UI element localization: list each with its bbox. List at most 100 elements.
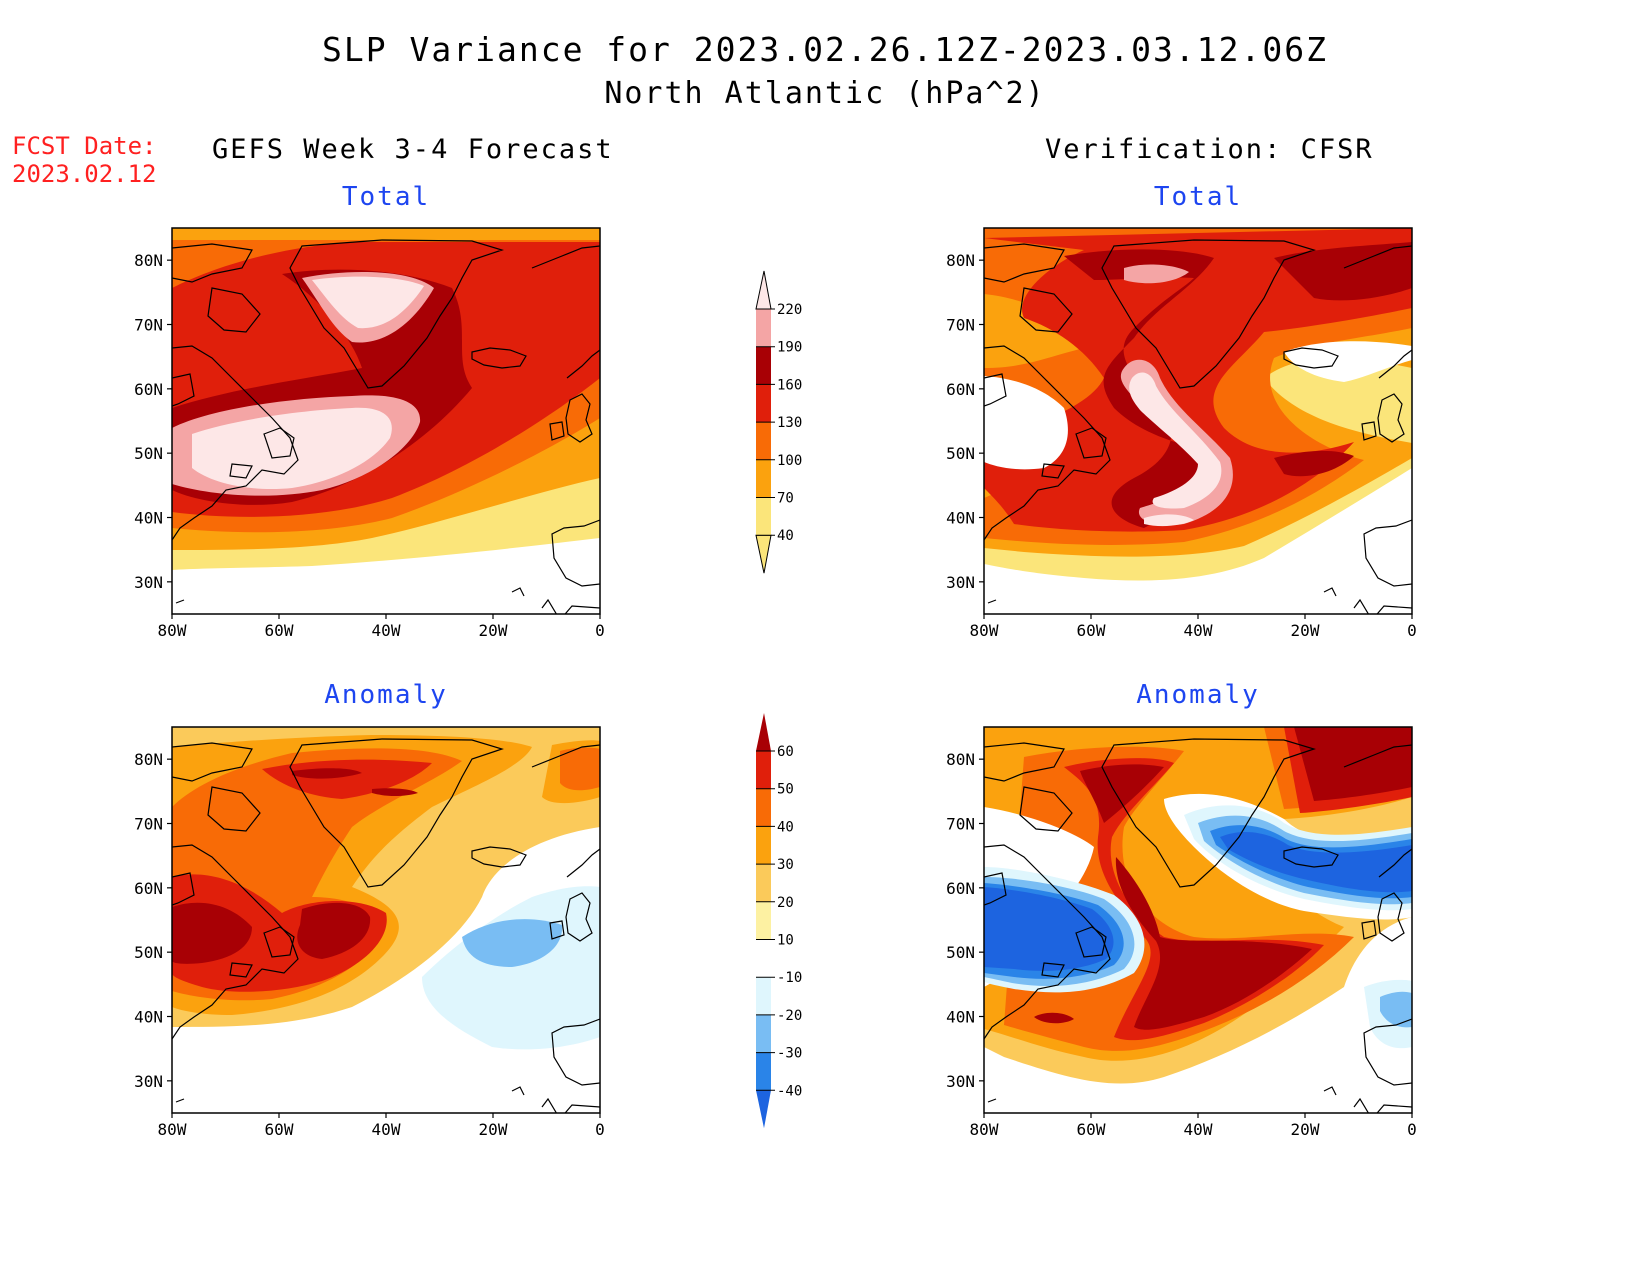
lon-tick-label: 0	[1407, 621, 1417, 640]
lat-tick-label: 50N	[134, 444, 163, 463]
lat-tick-label: 40N	[946, 1008, 975, 1027]
colorbar-label: 30	[777, 857, 794, 873]
lon-tick-label: 40W	[372, 621, 401, 640]
colorbar-label: 50	[777, 782, 794, 798]
colorbar-label: -40	[777, 1083, 802, 1099]
fcst-date-value: 2023.02.12	[12, 160, 157, 188]
lat-tick-label: 70N	[134, 316, 163, 335]
colorbar-label: 20	[777, 895, 794, 911]
colorbar-segment	[756, 864, 771, 902]
lon-tick-label: 40W	[372, 1120, 401, 1139]
verification-column-title: Verification: CFSR	[1045, 134, 1374, 165]
forecast-total-map	[172, 228, 600, 614]
lat-tick-label: 70N	[946, 815, 975, 834]
lat-tick-label: 70N	[946, 316, 975, 335]
lon-tick-label: 60W	[1077, 1120, 1106, 1139]
contour-shade	[984, 341, 1412, 470]
colorbar-end	[755, 534, 772, 574]
colorbar-label: -20	[777, 1008, 802, 1024]
colorbar-label: 10	[777, 933, 794, 949]
colorbar-segment	[756, 1014, 771, 1053]
lat-tick-label: 50N	[946, 444, 975, 463]
anomaly-colorbar: -40 -30 -20 -10 10 20 30 40 50 60	[756, 713, 802, 1129]
lon-tick-label: 20W	[479, 621, 508, 640]
figure-subtitle: North Atlantic (hPa^2)	[604, 76, 1046, 111]
total-colorbar: 40 70 100 130 160 190 220	[755, 270, 802, 574]
contour-shade	[172, 768, 418, 964]
figure-title: SLP Variance for 2023.02.26.12Z-2023.03.…	[322, 30, 1328, 69]
lat-tick-label: 60N	[946, 380, 975, 399]
lon-tick-label: 80W	[158, 621, 187, 640]
fcst-date-label: FCST Date:	[12, 132, 157, 160]
lat-tick-label: 40N	[134, 509, 163, 528]
contour-shade	[1129, 372, 1222, 527]
lon-tick-label: 20W	[1291, 1120, 1320, 1139]
colorbar-end	[756, 713, 771, 751]
colorbar-segment	[756, 826, 771, 865]
lon-tick-label: 0	[595, 1120, 605, 1139]
forecast-total-title: Total	[341, 182, 431, 212]
colorbar-label: -30	[777, 1046, 802, 1062]
lat-tick-label: 80N	[134, 750, 163, 769]
contour-shade	[1034, 727, 1412, 1030]
verification-anomaly-title: Anomaly	[1136, 680, 1260, 710]
contour-shade	[984, 831, 1412, 971]
colorbar-label: 130	[777, 415, 802, 431]
colorbar-segment	[756, 346, 771, 385]
colorbar-segment	[756, 939, 771, 978]
lon-tick-label: 20W	[1291, 621, 1320, 640]
lon-tick-label: 40W	[1184, 1120, 1213, 1139]
colorbar-label: 60	[777, 744, 794, 760]
lat-tick-label: 40N	[946, 509, 975, 528]
lon-tick-label: 60W	[265, 1120, 294, 1139]
lat-tick-label: 80N	[946, 750, 975, 769]
colorbar-segment	[756, 497, 771, 536]
colorbar-label: 70	[777, 491, 794, 507]
forecast-anomaly-title: Anomaly	[324, 680, 448, 710]
lon-tick-label: 20W	[479, 1120, 508, 1139]
colorbar-label: 160	[777, 377, 802, 393]
verification-anomaly-map	[984, 727, 1412, 1113]
lon-tick-label: 80W	[158, 1120, 187, 1139]
contour-shade	[192, 276, 424, 490]
lat-tick-label: 30N	[946, 573, 975, 592]
lat-tick-label: 30N	[134, 573, 163, 592]
colorbar-label: 40	[777, 528, 794, 544]
verification-total-title: Total	[1153, 182, 1243, 212]
lat-tick-label: 80N	[134, 251, 163, 270]
colorbar-label: 100	[777, 453, 802, 469]
field-layer	[984, 727, 1412, 1113]
colorbar-segment	[756, 384, 771, 423]
colorbar-label: 190	[777, 340, 802, 356]
lon-tick-label: 0	[1407, 1120, 1417, 1139]
lon-tick-label: 40W	[1184, 621, 1213, 640]
contour-shade	[1064, 727, 1412, 1041]
lon-tick-label: 0	[595, 621, 605, 640]
colorbar-segment	[756, 751, 771, 789]
colorbar-segment	[756, 901, 771, 940]
lat-tick-label: 50N	[134, 943, 163, 962]
contour-shade	[1064, 242, 1412, 528]
colorbar-segment	[756, 1052, 771, 1091]
verification-total-map	[984, 228, 1412, 614]
forecast-column-title: GEFS Week 3-4 Forecast	[212, 134, 614, 165]
colorbar-segment	[756, 309, 771, 347]
colorbar-label: 40	[777, 819, 794, 835]
lat-tick-label: 40N	[134, 1008, 163, 1027]
field-layer	[172, 228, 600, 614]
colorbar-end	[755, 270, 772, 310]
lat-tick-label: 30N	[946, 1072, 975, 1091]
lat-tick-label: 60N	[134, 879, 163, 898]
field-layer	[984, 228, 1412, 614]
colorbar-segment	[756, 422, 771, 460]
colorbar-segment	[756, 977, 771, 1015]
lat-tick-label: 70N	[134, 815, 163, 834]
forecast-anomaly-map	[172, 727, 600, 1113]
lat-tick-label: 30N	[134, 1072, 163, 1091]
colorbar-segment	[756, 788, 771, 827]
colorbar-label: 220	[777, 302, 802, 318]
colorbar-end	[756, 1090, 771, 1129]
contour-shade	[462, 919, 563, 967]
lat-tick-label: 80N	[946, 251, 975, 270]
